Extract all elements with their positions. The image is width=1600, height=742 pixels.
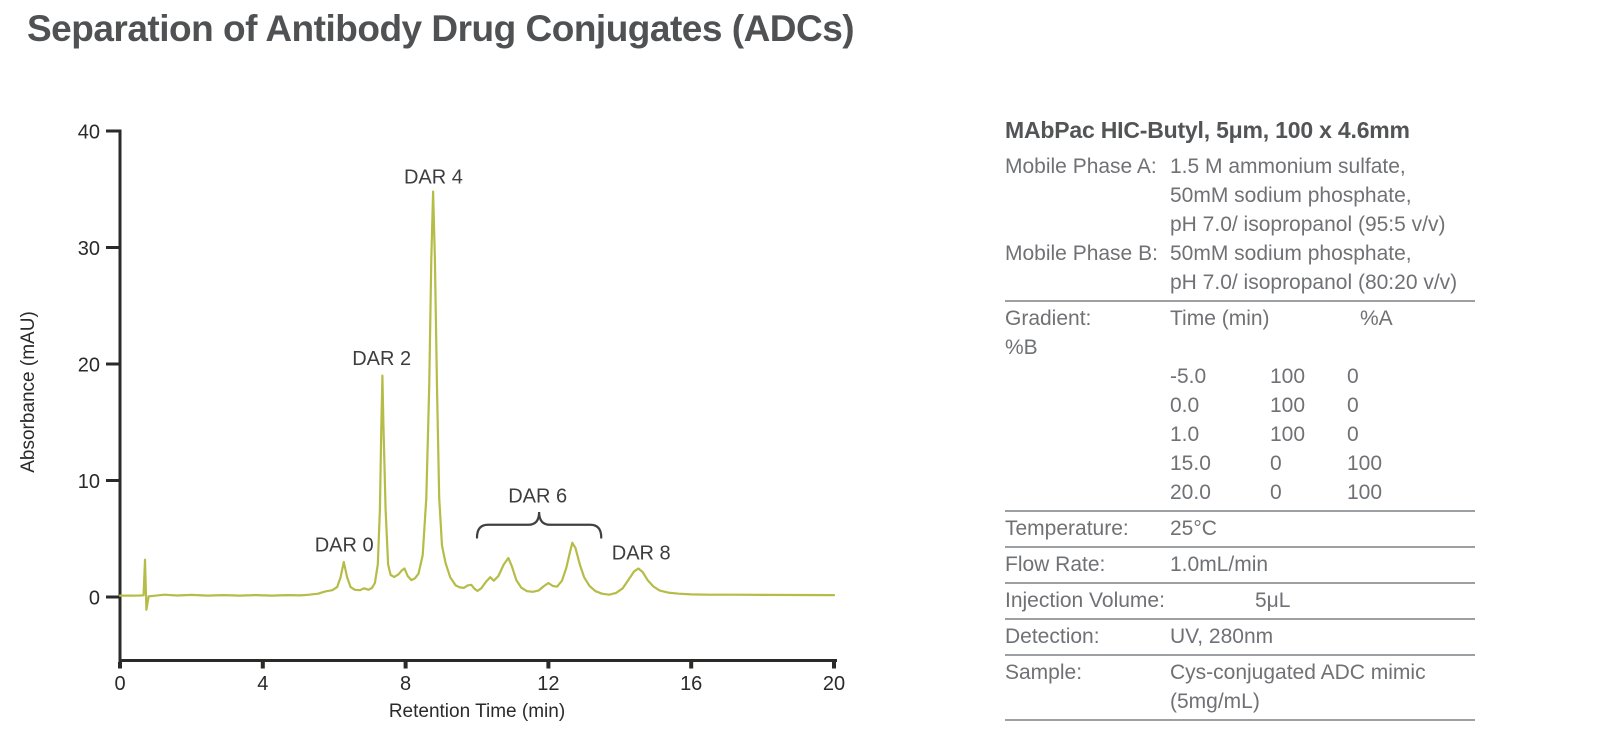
- x-tick-label: 20: [823, 673, 845, 695]
- y-tick-label: 40: [78, 122, 100, 144]
- mobile-phase-b-label: Mobile Phase B:: [1005, 242, 1158, 265]
- temperature-value: 25°C: [1170, 517, 1217, 540]
- divider: [1005, 510, 1475, 512]
- injection-volume-label: Injection Volume:: [1005, 589, 1165, 612]
- x-tick-label: 16: [680, 673, 702, 695]
- divider: [1005, 719, 1475, 721]
- mobile-phase-b-line: 50mM sodium phosphate,: [1170, 242, 1412, 265]
- gradient-b-cell: 0: [1347, 423, 1359, 446]
- gradient-a-cell: 100: [1270, 423, 1306, 446]
- gradient-row: 15.0 0 100: [1005, 449, 1475, 478]
- injection-volume-value: 5μL: [1255, 589, 1291, 612]
- mobile-phase-a-row: Mobile Phase A: 1.5 M ammonium sulfate, …: [1005, 152, 1475, 239]
- temperature-row: Temperature: 25°C: [1005, 514, 1475, 543]
- mobile-phase-a-value: 1.5 M ammonium sulfate, 50mM sodium phos…: [1170, 152, 1475, 239]
- mobile-phase-a-line: 50mM sodium phosphate,: [1170, 184, 1412, 207]
- gradient-a-cell: 100: [1270, 365, 1306, 388]
- mobile-phase-a-line: pH 7.0/ isopropanol (95:5 v/v): [1170, 213, 1446, 236]
- gradient-time-cell: -5.0: [1170, 365, 1207, 388]
- mobile-phase-b-row: Mobile Phase B: 50mM sodium phosphate, p…: [1005, 239, 1475, 297]
- mobile-phase-b-line: pH 7.0/ isopropanol (80:20 v/v): [1170, 271, 1458, 294]
- gradient-row: -5.0 100 0: [1005, 362, 1475, 391]
- detection-label: Detection:: [1005, 625, 1100, 648]
- peak-label: DAR 6: [508, 486, 567, 508]
- x-axis-title: Retention Time (min): [389, 701, 565, 722]
- x-tick-label: 0: [114, 673, 125, 695]
- gradient-label: Gradient:: [1005, 307, 1092, 330]
- y-tick-label: 30: [78, 238, 100, 260]
- y-axis-title: Absorbance (mAU): [18, 311, 39, 473]
- y-tick-label: 20: [78, 355, 100, 377]
- divider: [1005, 582, 1475, 584]
- sample-row: Sample: Cys-conjugated ADC mimic (5mg/mL…: [1005, 658, 1475, 716]
- divider: [1005, 546, 1475, 548]
- peak-label: DAR 2: [352, 348, 411, 370]
- gradient-header-row: Gradient: Time (min) %A: [1005, 304, 1475, 333]
- mobile-phase-a-label: Mobile Phase A:: [1005, 155, 1157, 178]
- y-tick-label: 0: [89, 588, 100, 610]
- sample-line: (5mg/mL): [1170, 690, 1260, 713]
- x-tick-label: 4: [257, 673, 268, 695]
- gradient-time-cell: 15.0: [1170, 452, 1211, 475]
- gradient-header-row-wrap: %B: [1005, 333, 1475, 362]
- injection-volume-row: Injection Volume: 5μL: [1005, 586, 1475, 615]
- detection-row: Detection: UV, 280nm: [1005, 622, 1475, 651]
- detection-value: UV, 280nm: [1170, 625, 1274, 648]
- x-tick-label: 8: [400, 673, 411, 695]
- gradient-a-cell: 0: [1270, 452, 1282, 475]
- gradient-a-cell: 100: [1270, 394, 1306, 417]
- flow-rate-label: Flow Rate:: [1005, 553, 1106, 576]
- gradient-table: Gradient: Time (min) %A %B -5.0 100 0 0.…: [1005, 304, 1475, 507]
- mobile-phase-b-value: 50mM sodium phosphate, pH 7.0/ isopropan…: [1170, 239, 1475, 297]
- y-tick-label: 10: [78, 471, 100, 493]
- divider: [1005, 618, 1475, 620]
- x-tick-label: 12: [537, 673, 559, 695]
- chromatogram-trace: [118, 190, 836, 611]
- flow-rate-value: 1.0mL/min: [1170, 553, 1269, 576]
- gradient-pct-b-header: %B: [1005, 336, 1038, 359]
- peak-label: DAR 0: [315, 535, 374, 557]
- gradient-b-cell: 100: [1347, 452, 1383, 475]
- gradient-pct-a-header: %A: [1360, 307, 1393, 330]
- gradient-time-cell: 0.0: [1170, 394, 1200, 417]
- gradient-a-cell: 0: [1270, 481, 1282, 504]
- method-panel: MAbPac HIC-Butyl, 5μm, 100 x 4.6mm Mobil…: [1005, 116, 1475, 723]
- gradient-b-cell: 0: [1347, 365, 1359, 388]
- gradient-time-cell: 20.0: [1170, 481, 1211, 504]
- gradient-row: 1.0 100 0: [1005, 420, 1475, 449]
- flow-rate-row: Flow Rate: 1.0mL/min: [1005, 550, 1475, 579]
- gradient-b-cell: 0: [1347, 394, 1359, 417]
- temperature-label: Temperature:: [1005, 517, 1129, 540]
- peak-label: DAR 4: [404, 166, 463, 188]
- sample-label: Sample:: [1005, 661, 1083, 684]
- sample-value: Cys-conjugated ADC mimic (5mg/mL): [1170, 658, 1475, 716]
- sample-line: Cys-conjugated ADC mimic: [1170, 661, 1426, 684]
- dar6-brace: [475, 511, 603, 539]
- gradient-time-header: Time (min): [1170, 307, 1270, 330]
- gradient-row: 0.0 100 0: [1005, 391, 1475, 420]
- divider: [1005, 300, 1475, 302]
- divider: [1005, 654, 1475, 656]
- chromatogram-chart: 0 10 20 30 40 0 4 8 12 16 20 Retention Time (min) Ab…: [18, 122, 845, 723]
- gradient-b-cell: 100: [1347, 481, 1383, 504]
- page-title: Separation of Antibody Drug Conjugates (…: [27, 8, 855, 49]
- mobile-phase-a-line: 1.5 M ammonium sulfate,: [1170, 155, 1406, 178]
- peak-label: DAR 8: [612, 543, 671, 565]
- gradient-row: 20.0 0 100: [1005, 478, 1475, 507]
- column-title: MAbPac HIC-Butyl, 5μm, 100 x 4.6mm: [1005, 117, 1410, 143]
- gradient-time-cell: 1.0: [1170, 423, 1200, 446]
